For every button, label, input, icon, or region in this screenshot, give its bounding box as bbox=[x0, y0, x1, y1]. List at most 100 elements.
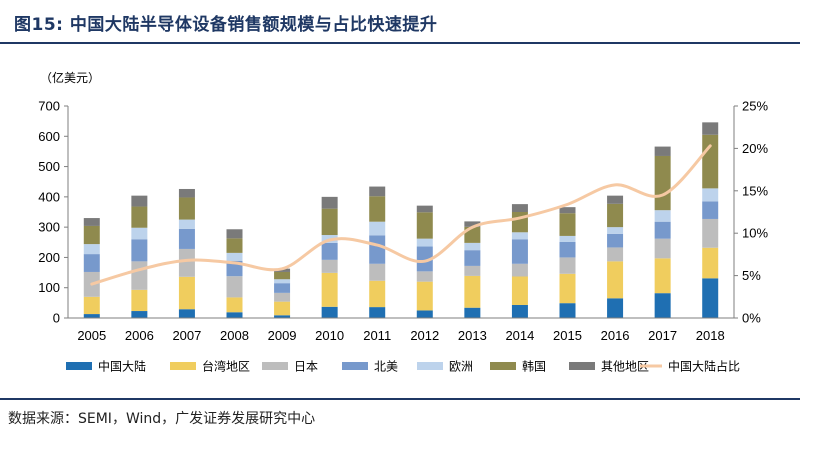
bar-segment bbox=[274, 315, 291, 318]
bar-segment bbox=[131, 261, 148, 290]
y-tick-label: 600 bbox=[38, 129, 60, 144]
y-tick-label: 0 bbox=[53, 311, 60, 326]
bar-segment bbox=[654, 221, 671, 239]
x-tick-label: 2016 bbox=[601, 328, 630, 343]
bar-segment bbox=[607, 261, 624, 299]
bar-segment bbox=[83, 225, 100, 245]
bar-segment bbox=[321, 272, 338, 307]
bar-segment bbox=[274, 301, 291, 316]
bar-segment bbox=[607, 247, 624, 262]
bar-segment bbox=[702, 278, 719, 318]
bar-segment bbox=[416, 246, 433, 272]
x-tick-label: 2013 bbox=[458, 328, 487, 343]
bar-segment bbox=[274, 292, 291, 302]
line-layer bbox=[90, 144, 712, 286]
y-tick-label: 400 bbox=[38, 189, 60, 204]
bar-segment bbox=[226, 297, 243, 313]
bar-segment bbox=[607, 298, 624, 318]
y2-tick-label: 25% bbox=[742, 99, 768, 114]
bar-segment bbox=[511, 204, 528, 212]
legend-label: 中国大陆 bbox=[98, 359, 146, 374]
bar-segment bbox=[511, 263, 528, 277]
bar-segment bbox=[321, 242, 338, 260]
bar-segment bbox=[274, 271, 291, 280]
bar-segment bbox=[511, 239, 528, 264]
bar-segment bbox=[369, 196, 386, 222]
y2-tick-label: 15% bbox=[742, 183, 768, 198]
y2-tick-label: 20% bbox=[742, 141, 768, 156]
x-tick-label: 2008 bbox=[220, 328, 249, 343]
bar-segment bbox=[178, 228, 195, 249]
title-rule bbox=[0, 42, 800, 44]
legend-swatch bbox=[262, 362, 288, 370]
x-tick-label: 2010 bbox=[315, 328, 344, 343]
bar-segment bbox=[654, 293, 671, 318]
bar-segment bbox=[416, 281, 433, 311]
bar-segment bbox=[607, 227, 624, 234]
bar-segment bbox=[178, 219, 195, 229]
legend-swatch bbox=[569, 362, 595, 370]
bar-segment bbox=[559, 235, 576, 242]
bar-segment bbox=[654, 210, 671, 222]
bar-segment bbox=[559, 207, 576, 214]
share-line bbox=[90, 144, 712, 286]
bar-segment bbox=[416, 310, 433, 318]
bar-segment bbox=[607, 203, 624, 228]
legend-label: 台湾地区 bbox=[202, 359, 250, 374]
bar-segment bbox=[511, 304, 528, 318]
bar-segment bbox=[83, 314, 100, 318]
bar-segment bbox=[83, 218, 100, 226]
bar-segment bbox=[416, 271, 433, 282]
bar-segment bbox=[511, 276, 528, 305]
bar-segment bbox=[83, 244, 100, 255]
x-tick-label: 2011 bbox=[363, 328, 391, 343]
bar-segment bbox=[511, 232, 528, 240]
bar-segment bbox=[369, 263, 386, 281]
bars-layer bbox=[83, 122, 719, 318]
legend-label: 中国大陆占比 bbox=[668, 359, 740, 374]
bar-segment bbox=[702, 134, 719, 189]
bar-segment bbox=[131, 311, 148, 318]
y-tick-label: 500 bbox=[38, 159, 60, 174]
bar-segment bbox=[369, 280, 386, 308]
x-tick-label: 2005 bbox=[77, 328, 106, 343]
bar-segment bbox=[321, 306, 338, 318]
axes-layer: 0 100 200 300 400 500 600 700 0% 5% 10% 15% 20% 25% 20… bbox=[38, 99, 768, 344]
y2-tick-label: 0% bbox=[742, 311, 761, 326]
legend-swatch bbox=[170, 362, 196, 370]
bar-segment bbox=[226, 276, 243, 298]
legend-label: 欧洲 bbox=[449, 360, 473, 374]
legend-swatch bbox=[342, 362, 368, 370]
bar-segment bbox=[654, 238, 671, 259]
bar-segment bbox=[559, 241, 576, 258]
bar-segment bbox=[369, 235, 386, 264]
bar-segment bbox=[464, 265, 481, 276]
bar-segment bbox=[226, 238, 243, 253]
bar-segment bbox=[654, 155, 671, 211]
x-tick-label: 2015 bbox=[553, 328, 582, 343]
bar-segment bbox=[131, 227, 148, 240]
y2-tick-label: 10% bbox=[742, 226, 768, 241]
figure-header: 图15: 中国大陆半导体设备销售额规模与占比快速提升 bbox=[8, 0, 808, 44]
bar-segment bbox=[464, 221, 481, 227]
bar-segment bbox=[274, 283, 291, 293]
bar-segment bbox=[131, 289, 148, 312]
bar-segment bbox=[178, 309, 195, 318]
x-tick-label: 2012 bbox=[410, 328, 439, 343]
bar-segment bbox=[321, 196, 338, 209]
x-tick-label: 2006 bbox=[125, 328, 154, 343]
bar-segment bbox=[607, 233, 624, 248]
bar-segment bbox=[607, 195, 624, 204]
y-tick-label: 300 bbox=[38, 220, 60, 235]
legend-label: 北美 bbox=[374, 360, 398, 374]
y-tick-label: 100 bbox=[38, 280, 60, 295]
bar-segment bbox=[274, 279, 291, 284]
bar-segment bbox=[178, 248, 195, 277]
bar-segment bbox=[559, 213, 576, 236]
legend-swatch bbox=[490, 362, 516, 370]
bar-segment bbox=[83, 296, 100, 315]
legend-label: 其他地区 bbox=[601, 360, 649, 374]
legend-swatch bbox=[417, 362, 443, 370]
source-rule bbox=[0, 398, 800, 400]
